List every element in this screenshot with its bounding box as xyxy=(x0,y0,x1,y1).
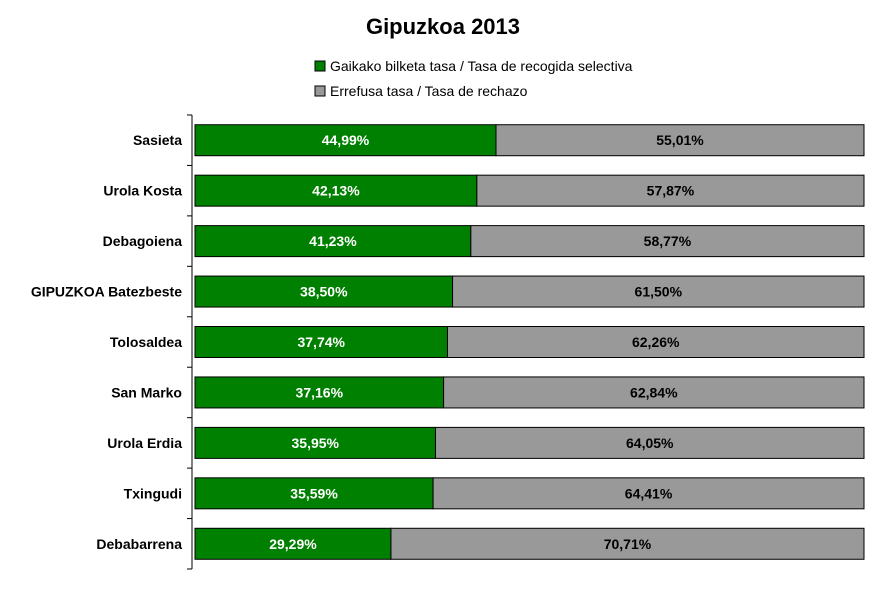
category-label: Sasieta xyxy=(133,132,182,148)
chart-title: Gipuzkoa 2013 xyxy=(366,14,520,39)
bar-recogida xyxy=(194,477,434,510)
bar-rechazo xyxy=(432,477,865,510)
bar-rechazo xyxy=(495,124,865,157)
category-label: GIPUZKOA Batezbeste xyxy=(31,284,182,300)
bar-rechazo xyxy=(390,527,865,560)
bar-rechazo xyxy=(476,174,865,207)
category-label: Debagoiena xyxy=(103,233,183,249)
data-label-rechazo: 58,77% xyxy=(644,233,692,249)
bar-recogida xyxy=(194,376,445,409)
legend-label-recogida: Gaikako bilketa tasa / Tasa de recogida … xyxy=(330,58,633,74)
bar-recogida xyxy=(194,275,454,308)
data-label-rechazo: 70,71% xyxy=(604,536,652,552)
data-label-rechazo: 62,84% xyxy=(630,384,678,400)
labels-group: 44,99% 55,01% 42,13% 57,87% 41,23% 58,77% 38,5… xyxy=(269,132,704,552)
data-label-recogida: 42,13% xyxy=(312,183,360,199)
bar-rechazo xyxy=(443,376,865,409)
category-label: San Marko xyxy=(111,384,182,400)
category-axis: Sasieta Urola Kosta Debagoiena GIPUZKOA Bat… xyxy=(31,114,193,570)
data-label-recogida: 44,99% xyxy=(322,132,370,148)
bar-recogida xyxy=(194,124,497,157)
legend-swatch-recogida xyxy=(314,60,326,72)
bar-recogida xyxy=(194,225,472,258)
data-label-recogida: 41,23% xyxy=(309,233,357,249)
legend-label-rechazo: Errefusa tasa / Tasa de rechazo xyxy=(330,83,528,99)
category-label: Tolosaldea xyxy=(110,334,182,350)
bar-rechazo xyxy=(452,275,865,308)
data-label-recogida: 37,16% xyxy=(296,384,344,400)
data-label-rechazo: 62,26% xyxy=(632,334,680,350)
data-label-rechazo: 57,87% xyxy=(647,183,695,199)
legend: Gaikako bilketa tasa / Tasa de recogida … xyxy=(314,58,633,99)
data-label-recogida: 38,50% xyxy=(300,284,348,300)
category-label: Txingudi xyxy=(124,485,182,501)
bar-rechazo xyxy=(435,426,865,459)
data-label-rechazo: 55,01% xyxy=(656,132,704,148)
category-label: Urola Kosta xyxy=(103,183,182,199)
legend-swatch-rechazo xyxy=(314,85,326,97)
bar-recogida xyxy=(194,326,448,358)
bar-rechazo xyxy=(446,326,865,358)
data-label-recogida: 35,95% xyxy=(292,435,340,451)
bar-recogida xyxy=(194,426,437,459)
category-label: Debabarrena xyxy=(96,536,182,552)
bar-rechazo xyxy=(470,225,865,258)
data-label-recogida: 29,29% xyxy=(269,536,317,552)
bars-group xyxy=(194,124,865,560)
data-label-rechazo: 61,50% xyxy=(635,284,683,300)
bar-recogida xyxy=(194,527,392,560)
category-label: Urola Erdia xyxy=(107,435,182,451)
data-label-rechazo: 64,41% xyxy=(625,485,673,501)
data-label-rechazo: 64,05% xyxy=(626,435,674,451)
data-label-recogida: 37,74% xyxy=(297,334,345,350)
data-label-recogida: 35,59% xyxy=(290,485,338,501)
